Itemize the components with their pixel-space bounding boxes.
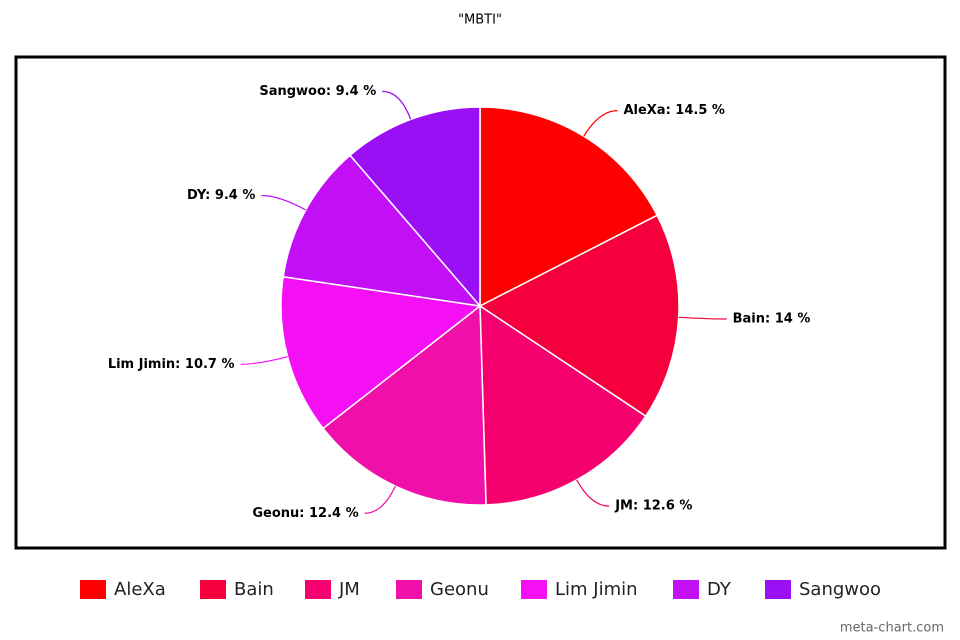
leader-line xyxy=(261,194,306,211)
legend-label: Lim Jimin xyxy=(555,579,638,600)
watermark: meta-chart.com xyxy=(840,621,944,636)
legend-swatch xyxy=(765,580,791,599)
legend-label: Sangwoo xyxy=(799,579,881,600)
data-label: Sangwoo: 9.4 % xyxy=(259,84,376,99)
legend-label: DY xyxy=(707,579,732,600)
leader-line xyxy=(382,90,412,120)
legend-swatch xyxy=(521,580,547,599)
legend-label: Geonu xyxy=(430,579,489,600)
data-label: AleXa: 14.5 % xyxy=(623,103,724,118)
data-label: Lim Jimin: 10.7 % xyxy=(108,357,235,372)
legend-label: AleXa xyxy=(114,579,166,600)
leader-line xyxy=(364,485,396,514)
data-label: Bain: 14 % xyxy=(733,311,811,326)
legend-swatch xyxy=(673,580,699,599)
data-label: JM: 12.6 % xyxy=(614,499,692,514)
legend-swatch xyxy=(305,580,331,599)
pie-slice xyxy=(479,304,647,506)
plot-frame xyxy=(14,55,947,550)
leader-line xyxy=(678,316,727,320)
legend-swatch xyxy=(396,580,422,599)
legend-swatch xyxy=(80,580,106,599)
legend-label: JM xyxy=(338,579,360,600)
leader-line xyxy=(240,356,288,365)
data-label: Geonu: 12.4 % xyxy=(252,506,358,521)
pie-slice xyxy=(348,106,481,309)
legend-label: Bain xyxy=(234,579,274,600)
leader-line xyxy=(576,479,610,507)
pie-slice xyxy=(282,154,482,308)
chart-title: "MBTI" xyxy=(458,13,502,28)
pie-slice xyxy=(479,106,659,308)
legend-swatch xyxy=(200,580,226,599)
leader-line xyxy=(583,110,618,137)
data-label: DY: 9.4 % xyxy=(187,188,255,203)
